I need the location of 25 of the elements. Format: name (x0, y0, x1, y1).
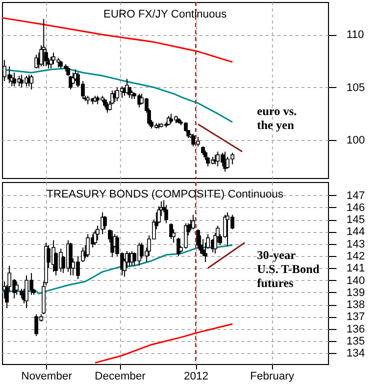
y-tick-label: 136 (346, 323, 365, 336)
annotation: 30-year U.S. T-Bond futures (257, 248, 320, 290)
x-tick-label: February (250, 370, 295, 382)
y-tick-label: 135 (346, 335, 365, 348)
y-tick-label: 105 (346, 82, 365, 94)
x-tick-label: December (94, 370, 146, 382)
y-tick-label: 145 (346, 214, 365, 226)
y-tick-label: 100 (346, 134, 365, 147)
y-tick-label: 134 (346, 348, 365, 360)
y-tick-label: 138 (346, 299, 365, 312)
annotation: euro vs. the yen (257, 104, 297, 132)
y-tick-label: 144 (346, 226, 365, 238)
y-tick-label: 143 (346, 238, 365, 250)
x-tick-label: November (21, 370, 72, 382)
y-tick-label: 146 (346, 202, 365, 214)
y-tick-label: 137 (346, 311, 365, 324)
y-tick-label: 142 (346, 250, 365, 263)
y-tick-label: 147 (346, 190, 365, 202)
y-tick-label: 141 (346, 262, 365, 275)
text: EURO FX/JY Continuous (103, 8, 228, 20)
y-tick-label: 110 (346, 29, 364, 42)
y-tick-label: 139 (346, 286, 365, 299)
text: TREASURY BONDS (COMPOSITE) Continuous (46, 188, 284, 200)
x-tick-label: 2012 (184, 370, 208, 382)
y-tick-label: 140 (346, 274, 365, 287)
